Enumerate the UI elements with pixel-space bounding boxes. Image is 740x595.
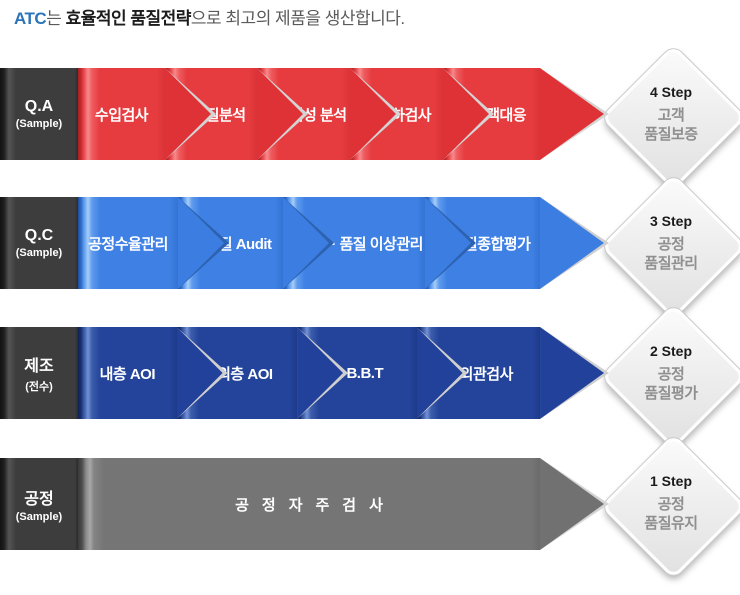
arrow-step-label: 내층 AOI (99, 365, 156, 383)
row-qa: Q.A (Sample) 수입검사 품질분석 신뢰성 분석 출하검사 고객대응 (0, 68, 540, 160)
title-connector: 는 (46, 9, 66, 28)
row-manufacturing-label-box: 제조 (전수) (0, 327, 78, 419)
row-label: 제조 (24, 358, 54, 375)
title-emphasis: 효율적인 품질전략 (65, 9, 192, 28)
row-manufacturing-arrows: 내층 AOI 외층 AOI B.B.T 외관검사 (78, 327, 541, 419)
row-qc-arrows: 공정수율관리 품질 Audit 공정 · 품질 이상관리 품질종합평가 (78, 197, 540, 289)
row-process-arrows: 공정자주검사 (78, 458, 540, 550)
row-manufacturing: 제조 (전수) 내층 AOI 외층 AOI B.B.T 외관검사 (0, 327, 541, 419)
arrow-step-label: 공정자주검사 (235, 496, 396, 514)
row-qc-label-box: Q.C (Sample) (0, 197, 78, 289)
arrow-step-label: 외관검사 (459, 365, 514, 383)
arrow-step-label: 수입검사 (94, 106, 149, 124)
arrow-step: 수입검사 (78, 68, 165, 160)
brand-text: ATC (14, 9, 47, 28)
arrow-step-label: 외층 AOI (217, 365, 273, 383)
arrow-step: 공정자주검사 (78, 458, 540, 550)
title-rest: 으로 최고의 제품을 생산합니다. (190, 9, 405, 28)
row-sublabel: (Sample) (15, 247, 63, 259)
row-label: 공정 (24, 491, 54, 508)
row-sublabel: (전수) (25, 381, 53, 393)
row-process-label-box: 공정 (Sample) (0, 458, 78, 550)
arrow-step: 외관검사 (416, 327, 541, 419)
row-label: Q.C (24, 227, 54, 244)
arrow-step-label: B.B.T (346, 364, 384, 382)
arrow-step: 공정수율관리 (78, 197, 178, 289)
arrow-step-label: 공정 · 품질 이상관리 (301, 235, 423, 253)
row-qa-arrows: 수입검사 품질분석 신뢰성 분석 출하검사 고객대응 (78, 68, 540, 160)
row-label: Q.A (24, 98, 54, 115)
row-sublabel: (Sample) (15, 511, 63, 523)
diamond-step1 (600, 433, 740, 580)
row-process: 공정 (Sample) 공정자주검사 (0, 458, 540, 550)
diamond-step2 (600, 303, 740, 450)
diamond-step4 (600, 44, 740, 191)
row-sublabel: (Sample) (15, 118, 63, 130)
arrow-step-label: 공정수율관리 (88, 235, 168, 253)
diamond-step3 (600, 173, 740, 320)
arrow-step: 내층 AOI (78, 327, 177, 419)
page-title: ATC는 효율적인 품질전략으로 최고의 제품을 생산합니다. (14, 4, 405, 29)
row-qa-label-box: Q.A (Sample) (0, 68, 78, 160)
row-qc: Q.C (Sample) 공정수율관리 품질 Audit 공정 · 품질 이상관… (0, 197, 540, 289)
